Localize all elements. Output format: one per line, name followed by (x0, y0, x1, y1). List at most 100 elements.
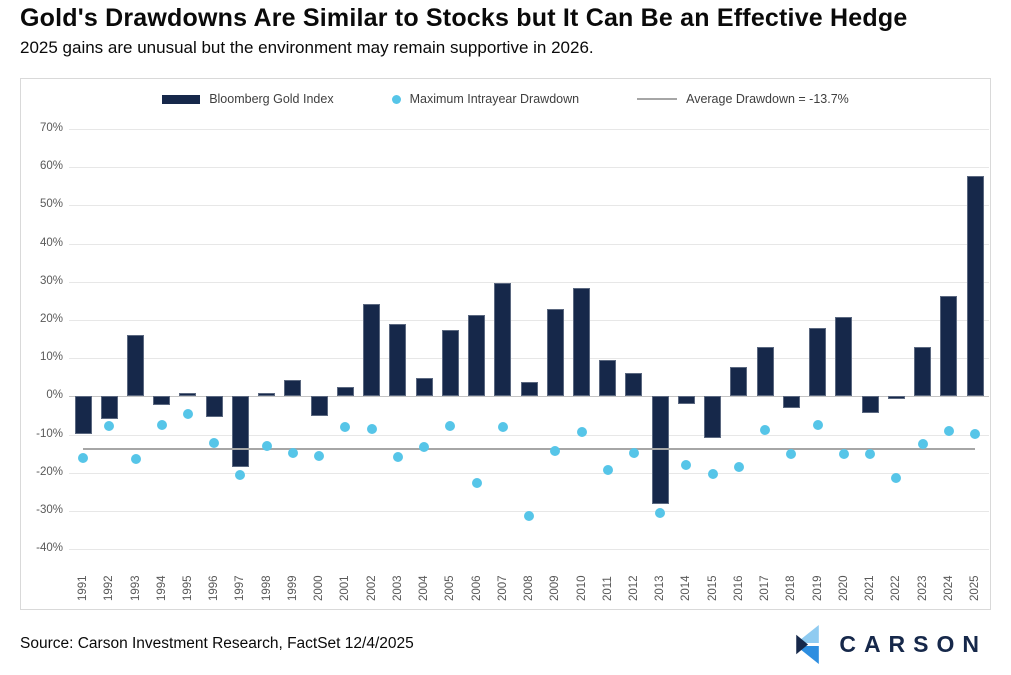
legend-item-gold-index: Bloomberg Gold Index (162, 92, 334, 106)
y-tick-label: -20% (36, 465, 63, 478)
gold-bar-2012 (625, 373, 643, 397)
gridline (69, 319, 989, 321)
y-tick-label: -30% (36, 503, 63, 516)
drawdown-dot-1997 (235, 469, 246, 480)
y-tick-label: 0% (46, 389, 63, 402)
drawdown-dot-2020 (838, 449, 849, 460)
drawdown-dot-2004 (419, 442, 430, 453)
x-tick-label: 2023 (916, 575, 929, 601)
legend-item-average-drawdown: Average Drawdown = -13.7% (637, 92, 849, 106)
x-tick-label: 1995 (181, 575, 194, 601)
x-tick-label: 2007 (496, 575, 509, 601)
gold-bar-2019 (809, 327, 827, 397)
x-tick-label: 1999 (286, 575, 299, 601)
y-tick-label: 30% (39, 274, 63, 287)
x-tick-label: 2014 (680, 575, 693, 601)
x-tick-label: 2015 (706, 575, 719, 601)
x-tick-label: 2017 (759, 575, 772, 601)
gold-bar-1996 (205, 396, 223, 417)
x-tick-label: 2011 (601, 576, 614, 601)
drawdown-dot-2006 (471, 478, 482, 489)
drawdown-dot-2010 (576, 426, 587, 437)
gridline (69, 358, 989, 360)
plot-area (69, 129, 989, 550)
gold-bar-2008 (520, 382, 538, 397)
x-tick-label: 1994 (155, 575, 168, 601)
gold-bar-2006 (468, 314, 485, 397)
x-tick-label: 2013 (654, 575, 667, 601)
gold-bar-2009 (546, 308, 564, 397)
drawdown-dot-2024 (943, 425, 954, 436)
carson-logo-mark-icon (796, 624, 820, 664)
gold-bar-2024 (940, 295, 958, 397)
x-tick-label: 2019 (811, 575, 824, 601)
y-tick-label: 70% (39, 122, 63, 134)
drawdown-dot-2012 (628, 448, 639, 459)
page-subtitle: 2025 gains are unusual but the environme… (20, 38, 594, 57)
x-tick-label: 2004 (418, 575, 431, 601)
gold-bar-2015 (704, 396, 722, 438)
gold-bar-2016 (730, 366, 748, 397)
y-tick-label: 20% (39, 312, 63, 325)
drawdown-dot-1994 (156, 419, 167, 430)
drawdown-dot-2019 (812, 419, 823, 430)
legend-line-swatch-icon (637, 98, 678, 100)
x-tick-label: 2003 (391, 575, 404, 601)
drawdown-dot-1995 (182, 408, 193, 419)
gold-bar-2004 (415, 378, 433, 397)
gold-bar-2021 (861, 396, 879, 413)
gridline (69, 167, 989, 169)
x-tick-label: 2009 (549, 575, 562, 601)
x-tick-label: 2016 (732, 575, 745, 601)
y-tick-label: 50% (39, 198, 63, 211)
average-drawdown-line (83, 447, 975, 450)
drawdown-dot-1992 (104, 421, 115, 432)
gold-bar-2000 (310, 396, 328, 417)
gold-bar-2025 (966, 176, 984, 397)
x-tick-label: 2012 (627, 575, 640, 601)
gridline (69, 243, 989, 245)
gold-bar-2018 (782, 396, 800, 409)
x-tick-label: 1991 (77, 575, 89, 601)
drawdown-dot-2011 (602, 465, 613, 475)
gold-bar-2005 (441, 330, 459, 397)
x-tick-label: 2001 (339, 575, 352, 601)
gold-bar-1993 (127, 334, 144, 397)
drawdown-dot-2014 (681, 459, 692, 470)
gold-bar-1995 (179, 392, 197, 397)
chart-container: Bloomberg Gold Index Maximum Intrayear D… (20, 78, 991, 610)
drawdown-dot-2007 (497, 421, 508, 432)
gold-bar-2007 (494, 282, 512, 397)
legend-label-gold-index: Bloomberg Gold Index (209, 92, 334, 106)
x-tick-label: 2002 (365, 575, 378, 601)
gold-bar-2003 (389, 323, 407, 397)
x-tick-label: 2010 (575, 575, 588, 601)
legend-dot-swatch-icon (391, 94, 401, 104)
y-tick-label: 10% (39, 351, 63, 364)
drawdown-dot-2009 (550, 446, 561, 457)
drawdown-dot-1999 (287, 447, 298, 458)
gold-bar-2001 (336, 386, 354, 397)
gold-bar-2011 (599, 359, 617, 397)
x-tick-label: 2008 (523, 575, 535, 601)
drawdown-dot-1993 (130, 453, 141, 464)
drawdown-dot-2008 (524, 510, 534, 521)
x-tick-label: 2021 (864, 575, 877, 601)
carson-logo: CARSON (790, 624, 987, 665)
zero-gridline (69, 396, 989, 398)
drawdown-dot-2017 (760, 424, 771, 435)
drawdown-dot-2025 (970, 428, 980, 439)
source-note: Source: Carson Investment Research, Fact… (20, 635, 414, 652)
x-tick-label: 2006 (470, 575, 483, 601)
drawdown-dot-2001 (340, 422, 351, 433)
plot-region: 70% 60% 50% 40% 30% 20% 10% 0% -10% -20% -30% -40% … (21, 122, 990, 607)
gridline (69, 129, 989, 130)
y-tick-label: 40% (39, 236, 63, 249)
drawdown-dot-1998 (261, 440, 272, 451)
legend-label-average-drawdown: Average Drawdown = -13.7% (686, 92, 849, 106)
y-tick-label: -40% (36, 542, 63, 554)
drawdown-dot-2021 (865, 449, 876, 460)
drawdown-dot-2018 (786, 449, 797, 460)
x-tick-label: 1998 (260, 575, 273, 601)
